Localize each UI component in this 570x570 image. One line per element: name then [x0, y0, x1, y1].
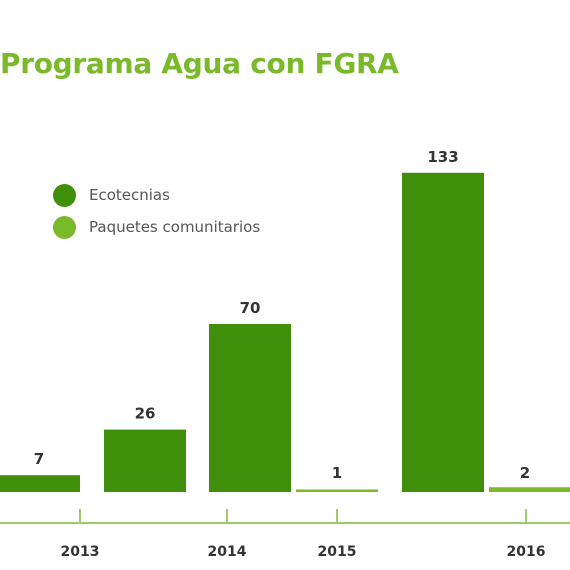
data-label-ecotecnias: 26 — [135, 405, 156, 423]
bar-ecotecnias — [0, 475, 80, 492]
data-label-ecotecnias: 133 — [427, 148, 458, 166]
data-label-paquetes: 2 — [520, 464, 530, 482]
bar-ecotecnias — [402, 172, 484, 493]
legend-item-ecotecnias: Ecotecnias — [53, 179, 260, 211]
bar-ecotecnias — [209, 324, 291, 492]
chart-title: Programa Agua con FGRA — [0, 47, 399, 80]
data-label-paquetes: 1 — [332, 464, 342, 482]
bar-ecotecnias — [104, 429, 186, 492]
legend: Ecotecnias Paquetes comunitarios — [53, 179, 260, 243]
legend-swatch-ecotecnias — [53, 183, 76, 207]
x-tick-label: 2014 — [208, 544, 247, 560]
legend-swatch-paquetes — [53, 215, 76, 239]
x-tick-label: 2013 — [61, 544, 100, 560]
legend-label-ecotecnias: Ecotecnias — [89, 186, 170, 204]
bar-paquetes — [296, 489, 378, 492]
x-tick-label: 2016 — [507, 544, 546, 560]
legend-label-paquetes: Paquetes comunitarios — [89, 218, 261, 236]
data-label-ecotecnias: 70 — [240, 299, 261, 317]
data-label-ecotecnias: 7 — [34, 450, 44, 468]
legend-item-paquetes: Paquetes comunitarios — [53, 211, 260, 243]
x-tick-label: 2015 — [318, 544, 357, 560]
bar-paquetes — [489, 487, 570, 492]
